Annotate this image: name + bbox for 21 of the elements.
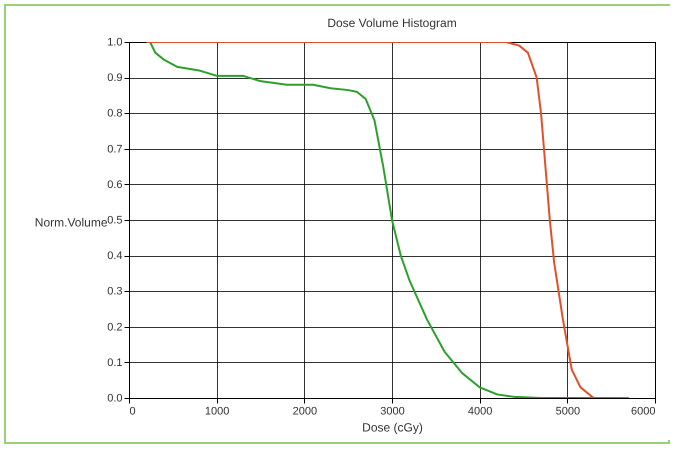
y-tick-label: 0.0	[107, 392, 122, 404]
y-axis-title: Norm.Volume	[34, 216, 108, 230]
y-tick-label: 0.2	[107, 321, 122, 334]
x-tick-label: 5000	[556, 406, 580, 418]
y-tick-label: 0.1	[107, 356, 122, 369]
x-tick-label: 4000	[468, 406, 492, 418]
y-tick-label: 0.9	[107, 72, 122, 84]
x-tick-label: 0	[130, 406, 136, 418]
x-tick-label: 2000	[292, 406, 318, 418]
y-tick-label: 0.8	[107, 108, 122, 120]
y-tick-label: 0.6	[107, 178, 122, 191]
y-tick-label: 0.5	[107, 214, 122, 226]
x-axis-title: Dose (cGy)	[362, 420, 423, 434]
x-tick-label: 3000	[380, 406, 405, 418]
y-tick-label: 0.4	[107, 250, 122, 262]
x-tick-label: 1000	[204, 406, 230, 418]
y-tick-label: 1.0	[107, 36, 122, 48]
chart-title: Dose Volume Histogram	[327, 16, 457, 30]
y-tick-label: 0.3	[107, 286, 122, 298]
x-tick-label: 6000	[631, 406, 656, 418]
y-tick-label: 0.7	[107, 143, 122, 156]
